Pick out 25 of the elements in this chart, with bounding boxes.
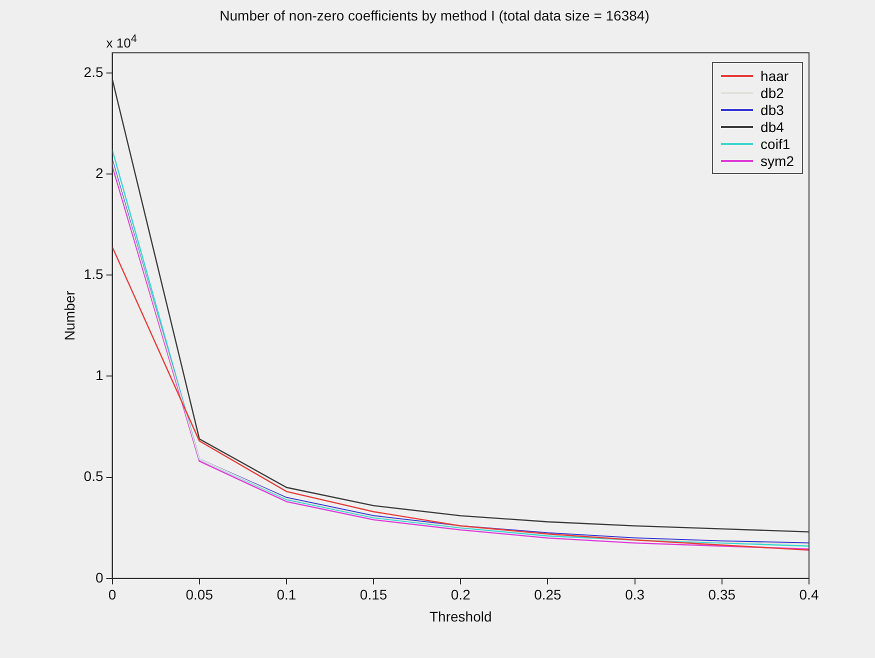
x-tick-label: 0.25 — [534, 586, 562, 603]
y-tick-label: 2.5 — [84, 64, 104, 80]
y-tick-label: 0.5 — [84, 468, 104, 484]
x-tick-label: 0.1 — [276, 586, 296, 603]
y-tick-label: 1.5 — [84, 266, 104, 282]
legend-label: sym2 — [760, 152, 794, 168]
legend-label: db4 — [760, 118, 784, 134]
y-tick-label: 1 — [95, 367, 104, 384]
x-tick-label: 0.3 — [625, 586, 645, 603]
chart-title: Number of non-zero coefficients by method I (total data size = 16384) — [220, 7, 650, 24]
text: x 10$^{4}$ — [106, 32, 137, 50]
legend-label: db2 — [760, 84, 784, 100]
y-tick-label: 2 — [95, 164, 104, 181]
x-axis-title: Threshold — [430, 608, 492, 624]
x-tick-label: 0.15 — [360, 586, 388, 603]
legend-label: db3 — [760, 102, 784, 118]
x-tick-label: 0.4 — [799, 586, 819, 603]
x-tick-label: 0 — [108, 586, 116, 603]
y-axis-title: Number — [61, 290, 78, 340]
legend-label: haar — [760, 68, 789, 84]
x-tick-label: 0.05 — [186, 586, 214, 603]
x-tick-label: 0.35 — [708, 586, 736, 603]
x-tick-label: 0.2 — [450, 586, 471, 603]
y-tick-label: 0 — [95, 569, 104, 586]
legend-label: coif1 — [760, 136, 790, 152]
